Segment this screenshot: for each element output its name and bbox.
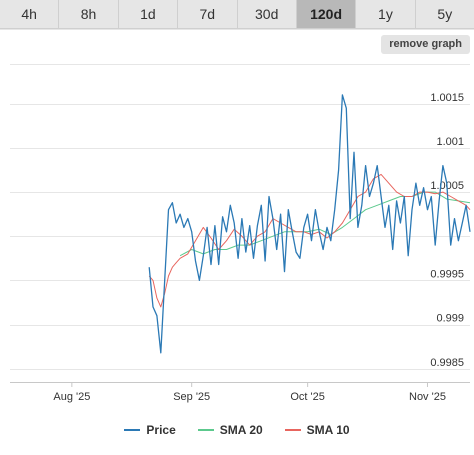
- remove-graph-button[interactable]: remove graph: [381, 35, 470, 54]
- tab-120d[interactable]: 120d: [296, 0, 357, 29]
- tab-4h[interactable]: 4h: [0, 0, 60, 29]
- tab-7d[interactable]: 7d: [178, 0, 238, 29]
- x-tick-label: Nov '25: [409, 391, 446, 403]
- chart-grid: [10, 64, 470, 383]
- y-tick-label: 0.9995: [430, 268, 464, 280]
- legend-label: Price: [146, 423, 176, 437]
- x-tick-label: Oct '25: [290, 391, 325, 403]
- series-line-price: [148, 94, 471, 354]
- y-tick-label: 0.9985: [430, 357, 464, 369]
- legend-label: SMA 20: [219, 423, 263, 437]
- legend-item-price[interactable]: Price: [124, 423, 176, 437]
- legend-swatch: [284, 429, 301, 431]
- timeframe-tabs: 4h 8h 1d 7d 30d 120d 1y 5y: [0, 0, 474, 30]
- x-tick-label: Sep '25: [173, 391, 210, 403]
- tab-8h[interactable]: 8h: [59, 0, 119, 29]
- chart-legend: Price SMA 20 SMA 10: [0, 420, 474, 440]
- tab-1d[interactable]: 1d: [118, 0, 179, 29]
- legend-item-sma-20[interactable]: SMA 20: [197, 423, 263, 437]
- legend-swatch: [197, 429, 214, 431]
- legend-item-sma-10[interactable]: SMA 10: [284, 423, 350, 437]
- x-axis-labels: Aug '25 Sep '25 Oct '25 Nov '25: [53, 382, 446, 403]
- y-tick-label: 1.001: [436, 136, 464, 148]
- tab-1y[interactable]: 1y: [356, 0, 416, 29]
- tab-30d[interactable]: 30d: [237, 0, 297, 29]
- x-tick-label: Aug '25: [53, 391, 90, 403]
- tab-5y[interactable]: 5y: [415, 0, 474, 29]
- y-tick-label: 0.999: [436, 313, 464, 325]
- series-line-sma-20: [179, 191, 471, 257]
- y-tick-label: 1.0015: [430, 92, 464, 104]
- chart-series: [148, 94, 471, 354]
- legend-label: SMA 10: [306, 423, 350, 437]
- legend-swatch: [124, 429, 141, 431]
